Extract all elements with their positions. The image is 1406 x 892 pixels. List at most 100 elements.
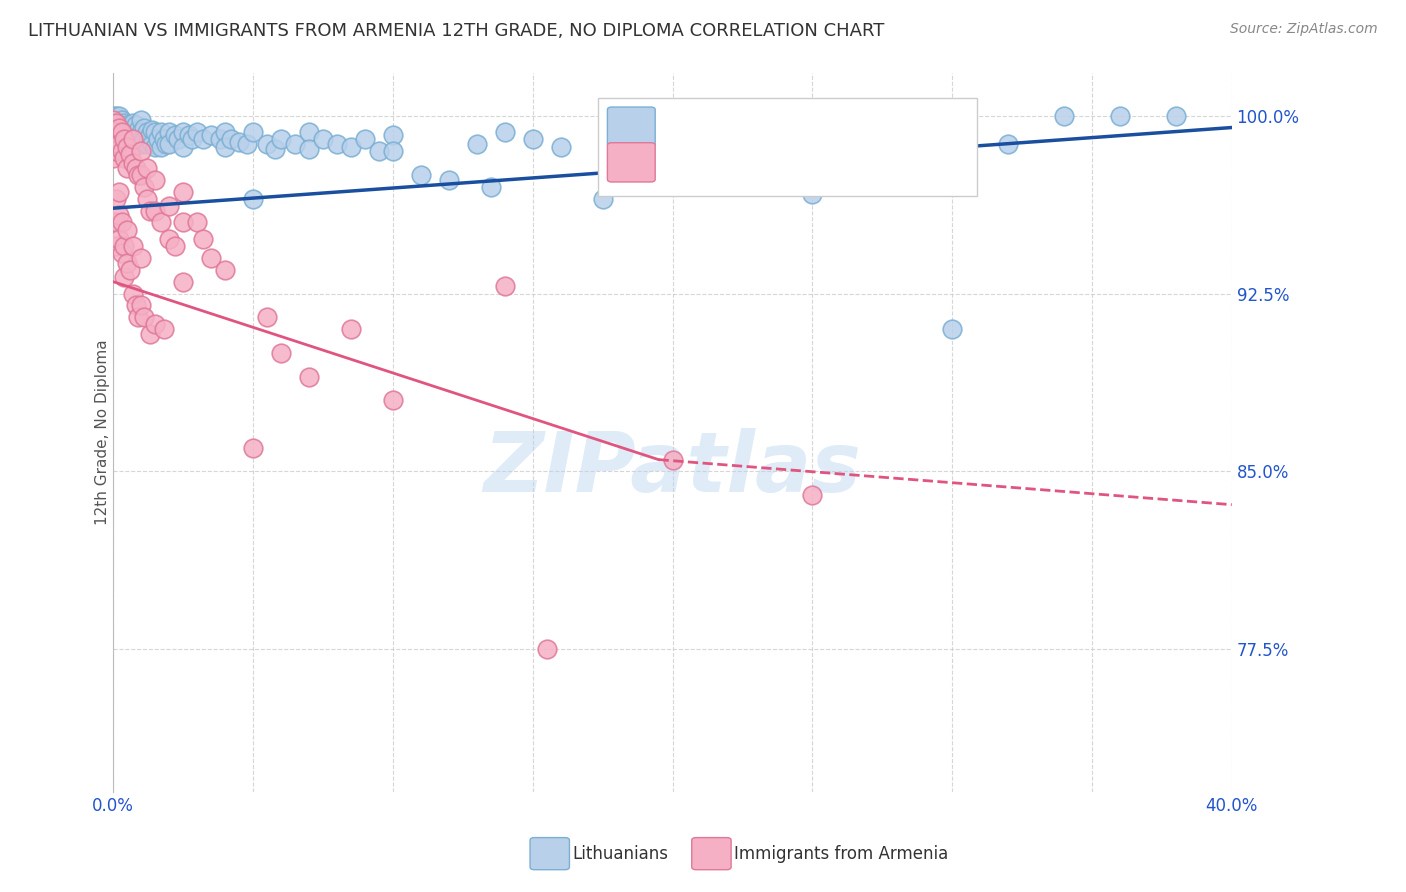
Point — [163, 239, 186, 253]
Point — [132, 310, 155, 325]
Point — [326, 137, 349, 152]
Point — [264, 142, 287, 156]
Point — [103, 142, 125, 156]
Point — [228, 135, 250, 149]
Point — [354, 132, 377, 146]
Point — [340, 322, 363, 336]
Point — [242, 441, 264, 455]
Point — [157, 199, 180, 213]
Point — [941, 109, 963, 123]
Point — [124, 161, 146, 175]
Point — [105, 192, 128, 206]
Text: R =  0.262   N = 96: R = 0.262 N = 96 — [665, 118, 841, 136]
Point — [214, 125, 236, 139]
Point — [1109, 109, 1132, 123]
Point — [494, 125, 516, 139]
Point — [157, 137, 180, 152]
Point — [298, 142, 321, 156]
Point — [592, 192, 614, 206]
Point — [118, 146, 141, 161]
Point — [121, 156, 143, 170]
Point — [172, 125, 194, 139]
Point — [522, 132, 544, 146]
Point — [117, 161, 139, 175]
Point — [149, 215, 172, 229]
Point — [121, 125, 143, 139]
Text: Lithuanians: Lithuanians — [572, 845, 668, 863]
Point — [172, 215, 194, 229]
Point — [858, 149, 880, 163]
Point — [118, 120, 141, 135]
Point — [381, 128, 404, 142]
Point — [152, 322, 174, 336]
Point — [367, 145, 389, 159]
Point — [105, 109, 128, 123]
Point — [312, 132, 335, 146]
Point — [884, 109, 907, 123]
Point — [143, 139, 166, 153]
Point — [108, 120, 131, 135]
Point — [124, 298, 146, 312]
Point — [121, 286, 143, 301]
Point — [256, 310, 278, 325]
Point — [121, 116, 143, 130]
Text: ZIPatlas: ZIPatlas — [484, 428, 862, 508]
Point — [143, 318, 166, 332]
Point — [105, 239, 128, 253]
Point — [108, 109, 131, 123]
Point — [143, 172, 166, 186]
Point — [200, 128, 222, 142]
Point — [773, 109, 796, 123]
Point — [111, 125, 134, 139]
Point — [108, 232, 131, 246]
Point — [146, 132, 169, 146]
Point — [135, 137, 157, 152]
Point — [219, 132, 242, 146]
Point — [108, 185, 131, 199]
Point — [172, 139, 194, 153]
Point — [494, 279, 516, 293]
Point — [143, 203, 166, 218]
Point — [858, 109, 880, 123]
Point — [717, 145, 740, 159]
Point — [105, 116, 128, 130]
Point — [143, 125, 166, 139]
Point — [606, 137, 628, 152]
Point — [149, 125, 172, 139]
Point — [105, 215, 128, 229]
Point — [111, 215, 134, 229]
Point — [135, 125, 157, 139]
Point — [242, 125, 264, 139]
Point — [191, 232, 214, 246]
Point — [111, 246, 134, 260]
Point — [108, 137, 131, 152]
Point — [127, 168, 149, 182]
Point — [132, 120, 155, 135]
Point — [132, 179, 155, 194]
Point — [114, 132, 136, 146]
Point — [270, 132, 292, 146]
Point — [108, 208, 131, 222]
Point — [214, 139, 236, 153]
Point — [129, 125, 152, 139]
Point — [129, 251, 152, 265]
Point — [103, 113, 125, 128]
Point — [118, 130, 141, 145]
Point — [124, 118, 146, 132]
Point — [127, 123, 149, 137]
Point — [172, 185, 194, 199]
Point — [298, 369, 321, 384]
Point — [208, 132, 231, 146]
Point — [172, 275, 194, 289]
Point — [117, 118, 139, 132]
Point — [152, 132, 174, 146]
Point — [191, 132, 214, 146]
Point — [118, 263, 141, 277]
Point — [437, 172, 460, 186]
Point — [129, 113, 152, 128]
Point — [381, 393, 404, 408]
Point — [180, 132, 202, 146]
Point — [284, 137, 307, 152]
Point — [103, 152, 125, 166]
Point — [111, 132, 134, 146]
